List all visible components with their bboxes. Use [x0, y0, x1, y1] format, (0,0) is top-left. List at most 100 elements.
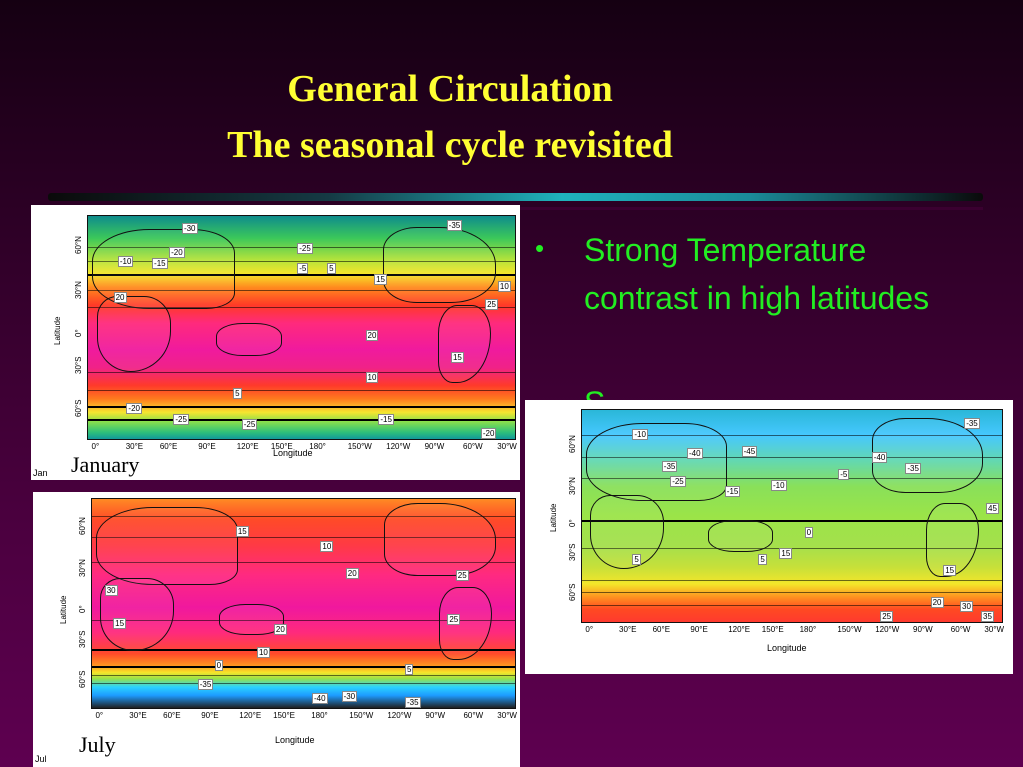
difference-contour-label: -40	[871, 452, 888, 464]
slide-title-line2: The seasonal cycle revisited	[227, 124, 673, 166]
july-contour-label: -35	[197, 678, 214, 690]
difference-contour-label: 25	[880, 611, 894, 622]
difference-lon-tick: 120°W	[875, 625, 900, 634]
difference-contour-label: -40	[687, 448, 703, 460]
january-contour-label: 20	[113, 291, 127, 303]
difference-lat-tick: 60°S	[568, 583, 577, 602]
july-contour-label: -35	[405, 697, 421, 708]
january-contour-label: -30	[181, 222, 198, 234]
january-lon-tick: 90°E	[198, 442, 216, 451]
difference-contour-label: 35	[981, 611, 994, 622]
difference-lon-tick: 30°E	[619, 625, 637, 634]
january-lat-tick: 0°	[74, 328, 83, 337]
january-lon-tick: 90°W	[424, 442, 445, 451]
difference-lon-tick: 60°W	[950, 625, 971, 634]
january-contour-label: 15	[374, 273, 387, 285]
title-divider	[48, 193, 983, 201]
difference-lon-tick: 90°E	[690, 625, 708, 634]
difference-contour-label: 15	[779, 547, 793, 559]
difference-lon-tick: 30°W	[984, 625, 1005, 634]
july-lon-tick: 60°E	[163, 711, 181, 720]
july-lon-tick: 150°W	[349, 711, 374, 720]
july-lat-tick: 60°N	[78, 517, 87, 536]
july-contour-label: 15	[235, 526, 249, 538]
january-contour-label: -20	[169, 247, 185, 259]
january-caption: January	[71, 452, 140, 477]
difference-contour-label: -10	[632, 429, 648, 441]
january-contour-label: 10	[497, 280, 511, 292]
january-contour-label: -25	[297, 242, 313, 254]
january-lat-tick: 60°N	[74, 236, 83, 254]
january-x-axis-label: Longitude	[273, 448, 313, 458]
july-lon-tick: 30°W	[497, 711, 517, 720]
difference-x-axis-label: Longitude	[767, 643, 807, 653]
difference-contour-label: 5	[758, 554, 767, 566]
bullet-text: Strong Temperature contrast in high lati…	[584, 232, 930, 316]
july-contour-label: -30	[341, 691, 358, 703]
slide-title-line1: General Circulation	[287, 68, 613, 110]
difference-lat-tick: 30°S	[568, 543, 577, 562]
january-contour-label: 15	[450, 352, 464, 364]
difference-lon-tick: 90°W	[913, 625, 933, 634]
july-contour-label: 15	[113, 618, 127, 630]
july-lon-tick: 120°E	[239, 711, 262, 720]
difference-map-panel: -35 -10 -40 -45 -35 -40 -35 -25 -15 -10 -5 0 5 5 15 15 2…	[525, 400, 1013, 674]
january-contour-label: -5	[297, 262, 309, 274]
january-contour-label: 10	[365, 372, 379, 384]
difference-lat-tick: 30°N	[568, 477, 577, 496]
difference-lon-tick: 150°W	[837, 625, 862, 634]
january-lon-tick: 120°W	[386, 442, 411, 451]
january-contour-label: -20	[126, 403, 142, 415]
july-lon-tick: 90°E	[201, 711, 219, 720]
july-caption: July	[79, 732, 116, 757]
difference-contour-label: 15	[943, 564, 957, 576]
july-lon-tick: 60°W	[463, 711, 484, 720]
january-contour-label: 5	[233, 387, 242, 399]
january-y-axis-label: Latitude	[53, 316, 62, 345]
january-contour-label: -25	[173, 414, 189, 426]
difference-contour-label: -25	[670, 475, 686, 487]
january-lon-tick: 60°E	[159, 442, 178, 451]
january-lon-tick: 150°E	[270, 442, 293, 451]
difference-lon-tick: 0°	[585, 625, 594, 634]
difference-lon-tick: 180°	[799, 625, 817, 634]
july-lat-tick: 60°S	[78, 670, 87, 688]
july-lat-tick: 30°N	[78, 559, 87, 577]
difference-y-axis-label: Latitude	[549, 503, 558, 532]
january-corner-caption: Jan	[33, 468, 48, 478]
january-lat-tick: 30°N	[74, 280, 83, 299]
january-contour-label: -35	[446, 220, 463, 232]
july-x-axis-label: Longitude	[275, 735, 315, 745]
difference-contour-label: -45	[741, 446, 758, 458]
july-contour-label: 25	[447, 613, 461, 625]
difference-contour-label: -5	[838, 469, 850, 481]
title-divider-shadow	[520, 207, 983, 210]
difference-contour-label: 30	[960, 600, 973, 612]
january-lat-tick: 60°S	[74, 399, 83, 417]
july-contour-label: 0	[214, 659, 224, 671]
difference-contour-label: 45	[986, 503, 999, 515]
july-contour-label: 30	[104, 584, 118, 596]
july-map-panel: 15 10 20 25 30 25 15 20 10 0 5 -35 -40 -35 -30 Latitud…	[33, 492, 520, 767]
difference-temperature-map: -35 -10 -40 -45 -35 -40 -35 -25 -15 -10 -5 0 5 5 15 15 2…	[581, 409, 1003, 623]
july-lon-tick: 120°W	[387, 711, 412, 720]
january-lon-tick: 60°W	[463, 442, 483, 451]
july-lon-tick: 90°W	[425, 711, 446, 720]
july-contour-label: 25	[455, 570, 469, 582]
july-lat-tick: 0°	[78, 604, 87, 613]
difference-contour-label: -35	[964, 418, 980, 430]
july-lat-tick: 30°S	[78, 630, 87, 649]
difference-lon-tick: 120°E	[728, 625, 751, 634]
difference-contour-label: -15	[724, 486, 741, 498]
july-contour-label: 5	[405, 664, 414, 676]
january-map-panel: -30 -35 -25 -20 -10 -15 -5 5 15 10 20 25 20 15 10 5 -20-…	[31, 205, 520, 480]
january-lon-tick: 0°	[91, 442, 100, 451]
january-lon-tick: 150°W	[347, 442, 372, 451]
january-temperature-map: -30 -35 -25 -20 -10 -15 -5 5 15 10 20 25 20 15 10 5 -20-…	[87, 215, 516, 440]
january-lon-tick: 30°W	[497, 442, 517, 451]
difference-lat-tick: 60°N	[568, 435, 577, 453]
difference-lon-tick: 60°E	[652, 625, 671, 634]
july-contour-label: -40	[311, 693, 328, 705]
july-temperature-map: 15 10 20 25 30 25 15 20 10 0 5 -35 -40 -35 -30	[91, 498, 516, 709]
difference-contour-label: 20	[930, 596, 944, 608]
